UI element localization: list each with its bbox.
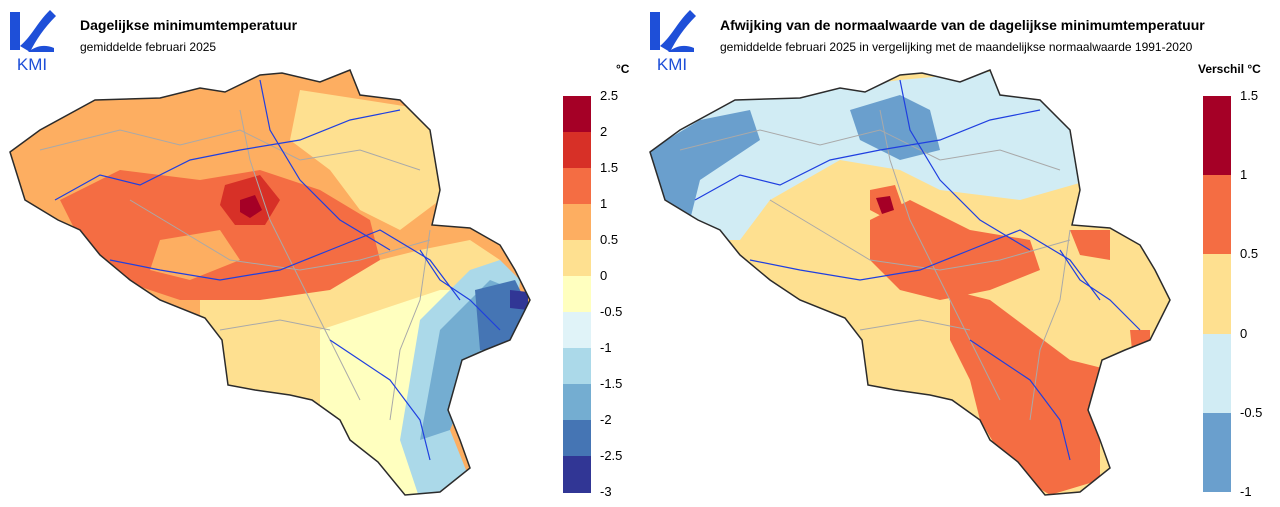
legend-tick-label: -1.5 (600, 376, 623, 391)
legend-tick-label: 2.5 (600, 88, 619, 103)
legend-unit: Verschil °C (1198, 62, 1261, 76)
map-title: Afwijking van de normaalwaarde van de da… (720, 17, 1205, 33)
legend-tick-label: 1 (1240, 167, 1248, 183)
legend-swatch (563, 96, 591, 133)
legend-tick-label: -2 (600, 412, 612, 427)
legend-swatch (563, 168, 591, 205)
map-subtitle: gemiddelde februari 2025 in vergelijking… (720, 40, 1193, 54)
kmi-logo: KMI (10, 10, 56, 72)
legend-tick-label: -0.5 (1240, 404, 1263, 420)
legend-tick-label: -3 (600, 484, 612, 499)
legend-tick-label: -0.5 (600, 304, 623, 319)
legend-swatch (563, 348, 591, 385)
color-legend: 2.5 2 1.5 1 0.5 0 -0.5 -1 -1.5 -2 -2.5 -3 (563, 88, 622, 499)
legend-swatch (1203, 412, 1231, 493)
legend-swatch (563, 132, 591, 169)
legend-swatch (1203, 254, 1231, 335)
legend-tick-label: 1 (600, 196, 608, 211)
belgium-min-temp-map (9, 69, 531, 496)
legend-swatch (563, 384, 591, 421)
color-legend: 1.5 1 0.5 0 -0.5 -1 (1203, 88, 1262, 499)
legend-swatch (563, 276, 591, 313)
legend-tick-label: 1.5 (1240, 88, 1259, 103)
belgium-anomaly-map (649, 69, 1171, 496)
legend-swatch (563, 456, 591, 493)
legend-swatch (563, 204, 591, 241)
legend-tick-label: -2.5 (600, 448, 623, 463)
legend-tick-label: 0.5 (600, 232, 619, 247)
min-temp-panel: KMI Dagelijkse minimumtemperatuur gemidd… (9, 10, 630, 499)
legend-unit: °C (616, 62, 630, 76)
kmi-logo: KMI (650, 10, 696, 72)
legend-swatch (563, 420, 591, 457)
legend-tick-label: 2 (600, 124, 608, 139)
legend-tick-label: 0 (1240, 325, 1248, 341)
legend-tick-label: -1 (1240, 484, 1252, 499)
legend-swatch (563, 312, 591, 349)
legend-swatch (1203, 175, 1231, 255)
legend-swatch (1203, 96, 1231, 176)
kmi-logo-text: KMI (657, 55, 687, 72)
map-title: Dagelijkse minimumtemperatuur (80, 17, 298, 33)
map-subtitle: gemiddelde februari 2025 (80, 40, 217, 54)
legend-tick-label: -1 (600, 340, 612, 355)
legend-tick-label: 0 (600, 268, 608, 283)
legend-tick-label: 0.5 (1240, 246, 1259, 262)
min-temp-anomaly-panel: KMI Afwijking van de normaalwaarde van d… (640, 0, 1280, 507)
legend-swatch (1203, 333, 1231, 414)
kmi-logo-text: KMI (17, 55, 47, 72)
legend-tick-label: 1.5 (600, 160, 619, 175)
legend-swatch (563, 240, 591, 277)
